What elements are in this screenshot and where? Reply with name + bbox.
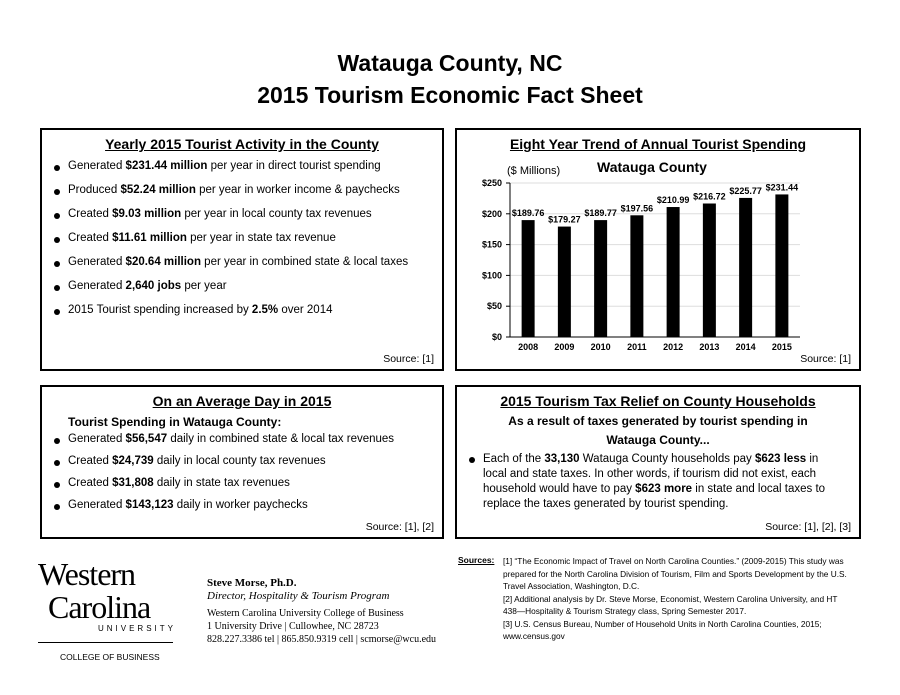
data-label: $189.77 <box>584 208 617 218</box>
y-tick-label: $250 <box>482 178 502 188</box>
list-item: 2015 Tourist spending increased by 2.5% … <box>42 304 442 316</box>
data-label: $197.56 <box>621 203 654 213</box>
relief-sub1: As a result of taxes generated by touris… <box>508 414 808 428</box>
yearly-box: Yearly 2015 Tourist Activity in the Coun… <box>40 128 444 371</box>
data-label: $179.27 <box>548 215 581 225</box>
relief-bullet: Each of the 33,130 Watauga County househ… <box>457 452 845 512</box>
relief-sub2: Watauga County... <box>606 433 710 447</box>
list-item: Created $11.61 million per year in state… <box>42 232 442 244</box>
title-line1: Watauga County, NC <box>337 50 563 76</box>
x-tick-label: 2009 <box>554 342 574 352</box>
data-label: $225.77 <box>729 186 762 196</box>
x-tick-label: 2015 <box>772 342 792 352</box>
sources-label: Sources: <box>458 555 495 565</box>
list-item: Created $9.03 million per year in local … <box>42 208 442 220</box>
trend-title: Eight Year Trend of Annual Tourist Spend… <box>509 136 807 152</box>
trend-chart: ($ Millions) Watauga County $0 $50 $100 $150 $… <box>482 159 800 352</box>
bar-2011 <box>630 215 644 337</box>
day-box: On an Average Day in 2015 Tourist Spendi… <box>40 385 444 539</box>
wcu-logo: Western Carolina UNIVERSITY <box>38 558 188 643</box>
day-list: Generated $56,547 daily in combined stat… <box>42 433 442 511</box>
bar-2012 <box>666 207 680 337</box>
bar-2015 <box>775 194 789 337</box>
list-item: Produced $52.24 million per year in work… <box>42 184 442 196</box>
y-tick-label: $150 <box>482 240 502 250</box>
data-label: $210.99 <box>657 195 690 205</box>
y-tick-label: $0 <box>492 332 502 342</box>
data-label: $231.44 <box>766 182 799 192</box>
contact-block: Steve Morse, Ph.D. Director, Hospitality… <box>207 577 437 645</box>
x-tick-label: 2008 <box>518 342 538 352</box>
yearly-title: Yearly 2015 Tourist Activity in the Coun… <box>105 136 379 152</box>
bar-2014 <box>739 197 753 337</box>
bar-2009 <box>557 226 571 337</box>
list-item: Generated $231.44 million per year in di… <box>42 160 442 172</box>
chart-ylabel: ($ Millions) <box>507 165 560 177</box>
list-item: Generated 2,640 jobs per year <box>42 280 442 292</box>
list-item: Generated $20.64 million per year in com… <box>42 256 442 268</box>
list-item: Created $31,808 daily in state tax reven… <box>42 477 442 489</box>
data-label: $216.72 <box>693 192 726 202</box>
x-tick-label: 2010 <box>591 342 611 352</box>
x-tick-label: 2013 <box>699 342 719 352</box>
y-tick-label: $50 <box>487 301 502 311</box>
x-tick-label: 2011 <box>627 342 647 352</box>
bar-2013 <box>702 203 716 337</box>
x-tick-label: 2012 <box>663 342 683 352</box>
bar-2010 <box>594 220 608 337</box>
y-tick-label: $100 <box>482 270 502 280</box>
day-subtitle: Tourist Spending in Watauga County: <box>68 415 282 429</box>
day-source: Source: [1], [2] <box>365 521 434 533</box>
chart-title: Watauga County <box>597 159 707 175</box>
list-item: Generated $143,123 daily in worker paych… <box>42 499 442 511</box>
yearly-source: Source: [1] <box>383 353 434 365</box>
sources-list: [1] “The Economic Impact of Travel on No… <box>503 556 847 641</box>
relief-source: Source: [1], [2], [3] <box>765 521 851 533</box>
trend-box: Eight Year Trend of Annual Tourist Spend… <box>455 128 861 371</box>
bar-2008 <box>521 220 535 337</box>
list-item: Generated $56,547 daily in combined stat… <box>42 433 442 445</box>
x-tick-label: 2014 <box>736 342 756 352</box>
college-label: COLLEGE OF BUSINESS <box>60 652 160 662</box>
data-label: $189.76 <box>512 208 545 218</box>
y-tick-label: $200 <box>482 209 502 219</box>
yearly-list: Generated $231.44 million per year in di… <box>42 160 442 316</box>
relief-title: 2015 Tourism Tax Relief on County Househ… <box>500 393 816 409</box>
day-title: On an Average Day in 2015 <box>152 393 332 409</box>
relief-box: 2015 Tourism Tax Relief on County Househ… <box>455 385 861 539</box>
trend-source: Source: [1] <box>800 353 851 365</box>
title-line2: 2015 Tourism Economic Fact Sheet <box>257 82 643 108</box>
list-item: Created $24,739 daily in local county ta… <box>42 455 442 467</box>
